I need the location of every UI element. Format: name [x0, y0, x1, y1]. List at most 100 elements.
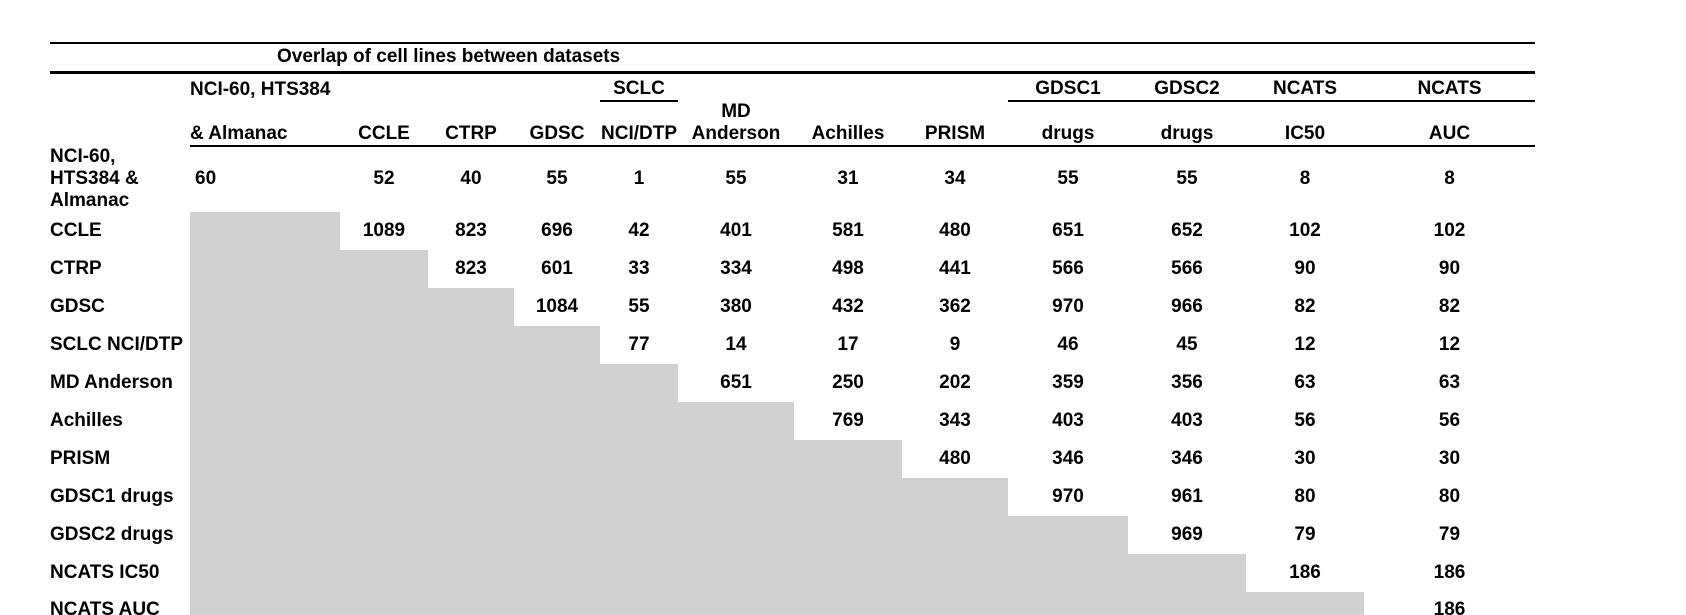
- matrix-cell-shaded: [428, 401, 514, 440]
- matrix-cell: 403: [1171, 409, 1203, 431]
- matrix-cell-shaded: [1008, 553, 1128, 592]
- matrix-cell: 90: [1294, 257, 1316, 279]
- matrix-cell-shaded: [600, 363, 678, 402]
- col-header-md-anderson: MD Anderson: [678, 101, 794, 147]
- matrix-cell: 80: [1438, 485, 1461, 507]
- matrix-cell: 102: [1433, 219, 1466, 241]
- matrix-cell: 80: [1294, 485, 1316, 507]
- matrix-cell: 441: [939, 257, 971, 279]
- matrix-cell-shaded: [678, 591, 794, 615]
- matrix-cell-shaded: [190, 401, 340, 440]
- matrix-cell-shaded: [902, 553, 1008, 592]
- matrix-cell-shaded: [600, 591, 678, 615]
- matrix-cell: 334: [720, 257, 752, 279]
- matrix-cell-shaded: [428, 515, 514, 554]
- row-label-prism: PRISM: [50, 447, 111, 469]
- matrix-cell-shaded: [678, 439, 794, 478]
- matrix-cell-shaded: [678, 401, 794, 440]
- matrix-cell: 55: [628, 295, 650, 317]
- matrix-cell: 362: [939, 295, 971, 317]
- matrix-cell-shaded: [678, 553, 794, 592]
- matrix-cell: 56: [1294, 409, 1316, 431]
- matrix-cell: 769: [832, 409, 864, 431]
- col-header-drugs: drugs: [1128, 101, 1246, 147]
- table-row-ncats-auc: NCATS AUC 186: [50, 591, 1535, 615]
- matrix-cell: 970: [1052, 295, 1084, 317]
- matrix-cell: 79: [1438, 523, 1461, 545]
- matrix-cell-shaded: [428, 363, 514, 402]
- table-row-gdsc1-drugs: GDSC1 drugs 970 961 80 80: [50, 477, 1535, 516]
- matrix-cell: 14: [725, 333, 747, 355]
- corner-cell: [50, 74, 190, 101]
- matrix-cell-shaded: [794, 439, 902, 478]
- matrix-cell: 9: [949, 333, 961, 355]
- matrix-cell: 77: [628, 333, 650, 355]
- matrix-cell: 42: [628, 219, 650, 241]
- matrix-cell: 52: [373, 168, 395, 190]
- matrix-cell: 55: [1176, 168, 1198, 190]
- matrix-cell-shaded: [1246, 591, 1364, 615]
- matrix-cell: 56: [1438, 409, 1461, 431]
- matrix-cell: 30: [1438, 447, 1461, 469]
- matrix-cell: 55: [1057, 168, 1079, 190]
- matrix-cell: 566: [1171, 257, 1203, 279]
- matrix-cell: 566: [1052, 257, 1084, 279]
- matrix-cell: 202: [939, 371, 971, 393]
- matrix-cell-shaded: [340, 439, 428, 478]
- row-label-sclc-nci-dtp: SCLC NCI/DTP: [50, 333, 183, 355]
- corner-cell: [50, 101, 190, 146]
- row-label-ccle: CCLE: [50, 219, 102, 241]
- col-header-top-ncats: NCATS: [1364, 74, 1535, 102]
- col-header-almanac: & Almanac: [190, 101, 340, 147]
- table-body: NCI-60, HTS384 & Almanac 60 52 40 55 1 55 31 34 5…: [50, 146, 1535, 615]
- row-label-gdsc: GDSC: [50, 295, 105, 317]
- col-header-ic50: IC50: [1246, 101, 1364, 147]
- matrix-cell-shaded: [340, 325, 428, 364]
- matrix-cell-shaded: [678, 515, 794, 554]
- matrix-cell-shaded: [340, 553, 428, 592]
- matrix-cell-shaded: [190, 211, 340, 250]
- table-header: NCI-60, HTS384 SCLC GDSC1 GDSC2 NCATS NCATS &…: [50, 74, 1535, 147]
- row-label-gdsc1-drugs: GDSC1 drugs: [50, 485, 174, 507]
- matrix-cell: 651: [1052, 219, 1084, 241]
- matrix-cell: 102: [1289, 219, 1321, 241]
- matrix-cell-shaded: [902, 477, 1008, 516]
- col-header-auc: AUC: [1364, 101, 1535, 147]
- col-header-achilles: Achilles: [794, 101, 902, 147]
- col-header-ccle: CCLE: [340, 101, 428, 147]
- matrix-cell-shaded: [600, 515, 678, 554]
- matrix-cell-shaded: [340, 249, 428, 288]
- matrix-cell: 186: [1433, 561, 1466, 583]
- matrix-cell-shaded: [190, 363, 340, 402]
- col-header-top-5: [678, 74, 794, 101]
- matrix-cell-shaded: [340, 477, 428, 516]
- matrix-cell: 63: [1438, 371, 1461, 393]
- matrix-cell-shaded: [190, 477, 340, 516]
- matrix-cell: 12: [1438, 333, 1461, 355]
- matrix-cell: 17: [837, 333, 859, 355]
- matrix-cell-shaded: [514, 401, 600, 440]
- matrix-cell: 359: [1052, 371, 1084, 393]
- row-label-ctrp: CTRP: [50, 257, 102, 279]
- table-row-gdsc2-drugs: GDSC2 drugs 969 79 79: [50, 515, 1535, 554]
- matrix-cell-shaded: [190, 287, 340, 326]
- matrix-cell: 1: [633, 168, 645, 190]
- matrix-cell: 30: [1294, 447, 1316, 469]
- matrix-cell-shaded: [340, 515, 428, 554]
- matrix-cell: 966: [1171, 295, 1203, 317]
- matrix-cell: 970: [1052, 485, 1084, 507]
- matrix-cell: 1089: [362, 219, 406, 241]
- header-row-2: & Almanac CCLE CTRP GDSC NCI/DTP MD Anderson A…: [50, 101, 1535, 147]
- matrix-cell: 652: [1171, 219, 1203, 241]
- matrix-cell-shaded: [600, 439, 678, 478]
- table-title: Overlap of cell lines between datasets: [50, 42, 1535, 74]
- col-header-top-gdsc2: GDSC2: [1128, 74, 1246, 102]
- col-header-top-nci-60-hts384: NCI-60, HTS384: [190, 79, 331, 100]
- matrix-cell-shaded: [1008, 591, 1128, 615]
- matrix-cell: 34: [944, 168, 966, 190]
- matrix-cell: 33: [628, 257, 650, 279]
- cell-line-overlap-table: NCI-60, HTS384 SCLC GDSC1 GDSC2 NCATS NCATS &…: [50, 74, 1535, 615]
- matrix-cell-shaded: [1008, 515, 1128, 554]
- matrix-cell: 60: [195, 168, 217, 190]
